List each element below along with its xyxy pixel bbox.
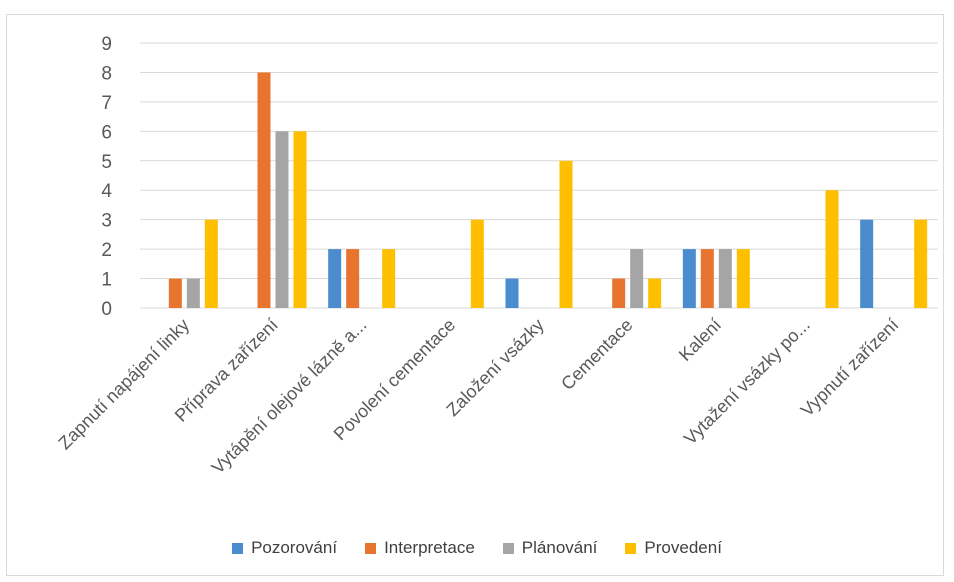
x-tick-label: Cementace: [557, 315, 636, 394]
y-tick-label: 7: [101, 93, 112, 114]
legend: Pozorování Interpretace Plánování Proved…: [0, 538, 954, 558]
y-tick-label: 2: [101, 240, 112, 261]
x-tick-label: Zapnutí napájení linky: [54, 315, 193, 454]
bar: [860, 219, 874, 308]
bars: [168, 72, 928, 308]
x-tick-label: Založení vsázky: [442, 315, 547, 420]
bar: [914, 219, 928, 308]
legend-item-interpretace: Interpretace: [365, 538, 475, 558]
bar: [612, 278, 626, 308]
legend-swatch-interpretace: [365, 542, 377, 554]
legend-label-planovani: Plánování: [521, 538, 598, 557]
bar: [700, 249, 714, 308]
y-tick-label: 0: [101, 299, 112, 320]
bar: [275, 131, 289, 308]
bar: [204, 219, 218, 308]
bar: [630, 249, 644, 308]
legend-label-interpretace: Interpretace: [384, 538, 475, 557]
bar: [648, 278, 662, 308]
legend-swatch-planovani: [502, 542, 514, 554]
legend-label-provedeni: Provedení: [644, 538, 722, 557]
x-tick-label: Vypnutí zařízení: [797, 315, 903, 421]
y-tick-label: 5: [101, 152, 112, 173]
y-tick-label: 1: [101, 270, 112, 291]
legend-item-planovani: Plánování: [502, 538, 598, 558]
bar: [257, 72, 271, 308]
legend-item-provedeni: Provedení: [625, 538, 722, 558]
legend-swatch-provedeni: [625, 542, 637, 554]
y-axis-tick-labels: 0 1 2 3 4 5 6 7 8 9: [101, 34, 112, 320]
bar: [186, 278, 200, 308]
bar: [682, 249, 696, 308]
bar: [825, 190, 839, 308]
bar: [470, 219, 484, 308]
bar: [736, 249, 750, 308]
x-tick-label: Kalení: [675, 315, 725, 365]
y-tick-label: 3: [101, 211, 112, 232]
bar: [168, 278, 182, 308]
legend-label-pozorovani: Pozorování: [251, 538, 338, 557]
x-tick-label: Vytápění olejové lázně a...: [208, 315, 371, 478]
bar: [559, 160, 573, 308]
legend-swatch-pozorovani: [232, 542, 244, 554]
bar: [293, 131, 307, 308]
y-tick-label: 8: [101, 63, 112, 84]
y-tick-label: 4: [101, 181, 112, 202]
bar: [346, 249, 360, 308]
y-tick-label: 6: [101, 122, 112, 143]
bar: [328, 249, 342, 308]
bar: [505, 278, 519, 308]
gridlines: [140, 42, 938, 309]
bar: [718, 249, 732, 308]
bar: [382, 249, 396, 308]
legend-item-pozorovani: Pozorování: [232, 538, 337, 558]
y-tick-label: 9: [101, 34, 112, 55]
